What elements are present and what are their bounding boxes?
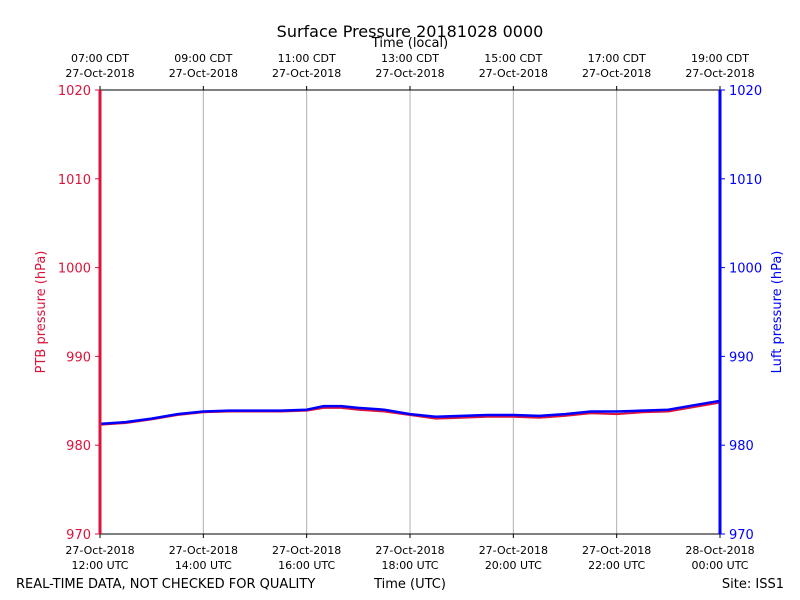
x-tick-date: 27-Oct-2018 bbox=[479, 544, 548, 557]
x-tick-date: 28-Oct-2018 bbox=[685, 544, 754, 557]
x-tick-date: 27-Oct-2018 bbox=[375, 544, 444, 557]
chart-title: Surface Pressure 20181028 0000 bbox=[277, 22, 544, 41]
top-tick-date: 27-Oct-2018 bbox=[685, 67, 754, 80]
left-pressure-axis: 970 980 990 1000 1010 1020 bbox=[58, 84, 100, 543]
top-tick-date: 27-Oct-2018 bbox=[375, 67, 444, 80]
left-tick-label: 970 bbox=[66, 528, 91, 543]
bottom-axis-label: Time (UTC) bbox=[373, 577, 446, 592]
x-tick-time: 20:00 UTC bbox=[485, 559, 542, 572]
top-time-axis: 07:00 CDT 27-Oct-2018 09:00 CDT 27-Oct-2018… bbox=[65, 52, 755, 90]
x-tick-date: 27-Oct-2018 bbox=[272, 544, 341, 557]
right-tick-label: 990 bbox=[729, 350, 754, 365]
top-tick-time: 17:00 CDT bbox=[588, 52, 646, 65]
footer-site: Site: ISS1 bbox=[722, 577, 784, 592]
left-axis-label: PTB pressure (hPa) bbox=[34, 251, 49, 374]
right-axis-label: Luft pressure (hPa) bbox=[770, 251, 785, 374]
top-tick-time: 19:00 CDT bbox=[691, 52, 749, 65]
right-tick-label: 980 bbox=[729, 439, 754, 454]
left-tick-label: 980 bbox=[66, 439, 91, 454]
top-tick-date: 27-Oct-2018 bbox=[272, 67, 341, 80]
bottom-time-axis: 27-Oct-2018 12:00 UTC 27-Oct-2018 14:00 UTC… bbox=[65, 534, 755, 572]
top-tick-date: 27-Oct-2018 bbox=[169, 67, 238, 80]
top-tick-time: 15:00 CDT bbox=[484, 52, 542, 65]
x-tick-time: 00:00 UTC bbox=[691, 559, 748, 572]
right-pressure-axis: 970 980 990 1000 1010 1020 bbox=[720, 84, 762, 543]
left-tick-label: 1010 bbox=[58, 173, 91, 188]
left-tick-label: 1020 bbox=[58, 84, 91, 99]
x-tick-date: 27-Oct-2018 bbox=[582, 544, 651, 557]
right-tick-label: 1010 bbox=[729, 173, 762, 188]
x-tick-time: 14:00 UTC bbox=[175, 559, 232, 572]
footer-disclaimer: REAL-TIME DATA, NOT CHECKED FOR QUALITY bbox=[16, 577, 315, 592]
left-tick-label: 990 bbox=[66, 350, 91, 365]
vertical-gridlines bbox=[202, 90, 618, 534]
x-tick-time: 12:00 UTC bbox=[71, 559, 128, 572]
top-tick-date: 27-Oct-2018 bbox=[479, 67, 548, 80]
top-tick-time: 09:00 CDT bbox=[174, 52, 232, 65]
right-tick-label: 970 bbox=[729, 528, 754, 543]
x-tick-time: 22:00 UTC bbox=[588, 559, 645, 572]
x-tick-time: 16:00 UTC bbox=[278, 559, 335, 572]
top-tick-date: 27-Oct-2018 bbox=[582, 67, 651, 80]
right-tick-label: 1000 bbox=[729, 262, 762, 277]
series-lines bbox=[99, 399, 721, 426]
top-tick-time: 07:00 CDT bbox=[71, 52, 129, 65]
top-tick-date: 27-Oct-2018 bbox=[65, 67, 134, 80]
top-tick-time: 11:00 CDT bbox=[278, 52, 336, 65]
luft-pressure-line bbox=[99, 399, 721, 426]
x-tick-date: 27-Oct-2018 bbox=[169, 544, 238, 557]
x-tick-time: 18:00 UTC bbox=[381, 559, 438, 572]
right-tick-label: 1020 bbox=[729, 84, 762, 99]
left-tick-label: 1000 bbox=[58, 262, 91, 277]
x-tick-date: 27-Oct-2018 bbox=[65, 544, 134, 557]
top-tick-time: 13:00 CDT bbox=[381, 52, 439, 65]
top-axis-label: Time (local) bbox=[371, 36, 448, 51]
